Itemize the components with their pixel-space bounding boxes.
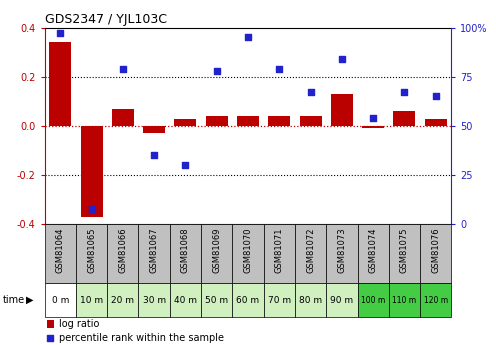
Text: 90 m: 90 m <box>330 296 354 305</box>
Point <box>369 115 377 121</box>
Text: 30 m: 30 m <box>142 296 166 305</box>
Bar <box>389 283 420 317</box>
Point <box>338 56 346 62</box>
Point <box>275 66 283 72</box>
Text: GSM81071: GSM81071 <box>275 227 284 273</box>
Text: 40 m: 40 m <box>174 296 197 305</box>
Text: 110 m: 110 m <box>392 296 417 305</box>
Bar <box>175 119 196 126</box>
Bar <box>420 283 451 317</box>
Text: GSM81076: GSM81076 <box>431 227 440 273</box>
Point <box>119 66 127 72</box>
Text: GSM81073: GSM81073 <box>337 227 346 273</box>
Bar <box>170 224 201 283</box>
Bar <box>76 283 107 317</box>
Bar <box>201 224 232 283</box>
Bar <box>45 283 76 317</box>
Bar <box>362 126 384 128</box>
Text: time: time <box>2 295 25 305</box>
Text: 70 m: 70 m <box>268 296 291 305</box>
Bar <box>300 116 321 126</box>
Bar <box>264 283 295 317</box>
Text: GSM81069: GSM81069 <box>212 227 221 273</box>
Point <box>88 206 96 211</box>
Bar <box>295 283 326 317</box>
Bar <box>107 283 138 317</box>
Bar <box>425 119 447 126</box>
Bar <box>389 224 420 283</box>
Bar <box>264 224 295 283</box>
Bar <box>49 42 71 126</box>
Bar <box>112 109 134 126</box>
Text: 50 m: 50 m <box>205 296 228 305</box>
Text: GSM81064: GSM81064 <box>56 227 65 273</box>
Text: GSM81067: GSM81067 <box>150 227 159 273</box>
Text: GSM81065: GSM81065 <box>87 227 96 273</box>
Bar <box>331 94 353 126</box>
Point <box>46 335 54 341</box>
Bar <box>420 224 451 283</box>
Text: 80 m: 80 m <box>299 296 322 305</box>
Bar <box>138 224 170 283</box>
Bar <box>326 224 358 283</box>
Bar <box>170 283 201 317</box>
Bar <box>107 224 138 283</box>
Point <box>307 90 314 95</box>
Text: log ratio: log ratio <box>59 319 99 329</box>
Text: 0 m: 0 m <box>52 296 69 305</box>
Text: GSM81070: GSM81070 <box>244 227 252 273</box>
Bar <box>358 224 389 283</box>
Text: GSM81066: GSM81066 <box>119 227 127 273</box>
Text: 120 m: 120 m <box>424 296 448 305</box>
Bar <box>143 126 165 133</box>
Bar <box>206 116 228 126</box>
Bar <box>268 116 290 126</box>
Text: GSM81074: GSM81074 <box>369 227 377 273</box>
Point <box>432 93 439 99</box>
Text: 100 m: 100 m <box>361 296 385 305</box>
Bar <box>81 126 103 217</box>
Point <box>244 35 252 40</box>
Text: GSM81068: GSM81068 <box>181 227 190 273</box>
Bar <box>232 224 264 283</box>
Point <box>400 90 408 95</box>
Point <box>150 152 158 158</box>
Text: percentile rank within the sample: percentile rank within the sample <box>59 333 224 343</box>
Text: 20 m: 20 m <box>112 296 134 305</box>
Bar <box>232 283 264 317</box>
Bar <box>47 320 54 328</box>
Point <box>182 162 189 168</box>
Bar <box>45 224 76 283</box>
Bar <box>138 283 170 317</box>
Text: 60 m: 60 m <box>237 296 259 305</box>
Text: GDS2347 / YJL103C: GDS2347 / YJL103C <box>45 13 167 27</box>
Text: 10 m: 10 m <box>80 296 103 305</box>
Bar <box>393 111 415 126</box>
Bar <box>76 224 107 283</box>
Text: GSM81075: GSM81075 <box>400 227 409 273</box>
Point <box>57 31 64 36</box>
Text: ▶: ▶ <box>26 295 33 305</box>
Bar <box>295 224 326 283</box>
Bar <box>201 283 232 317</box>
Bar <box>358 283 389 317</box>
Text: GSM81072: GSM81072 <box>306 227 315 273</box>
Point <box>213 68 221 73</box>
Bar <box>326 283 358 317</box>
Bar <box>237 116 259 126</box>
